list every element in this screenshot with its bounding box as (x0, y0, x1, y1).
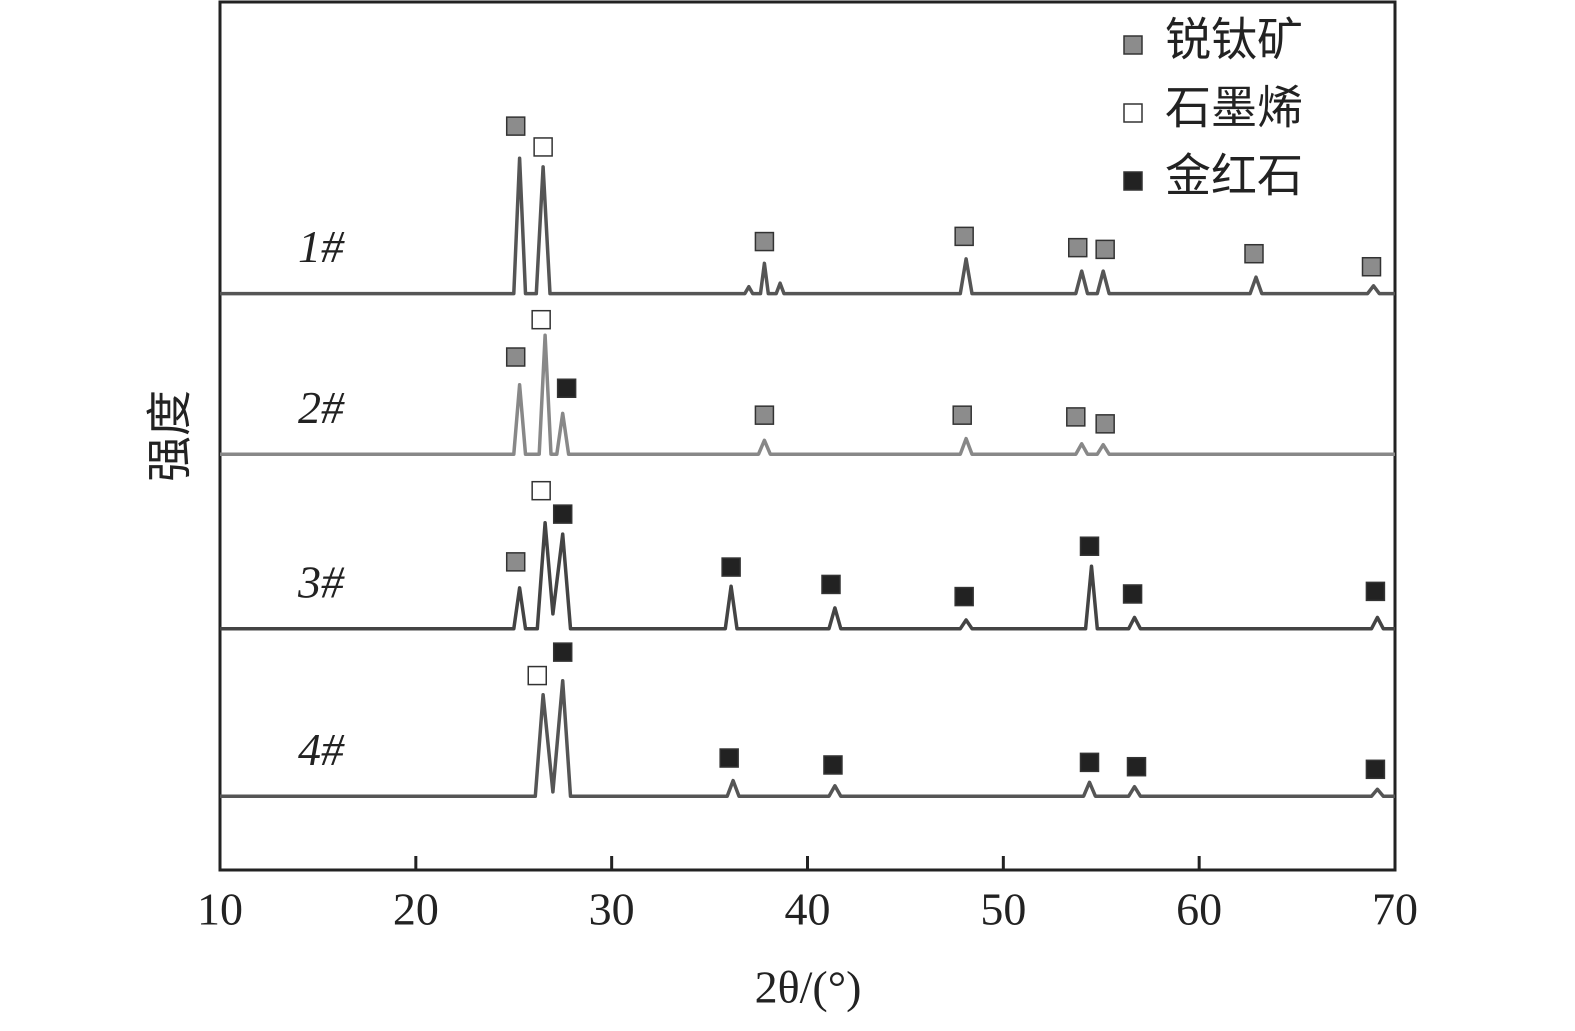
legend-marker (1123, 35, 1143, 55)
phase-marker (531, 480, 551, 501)
xrd-pattern (220, 521, 1395, 631)
phase-marker (1095, 239, 1115, 260)
phase-marker (954, 226, 974, 247)
phase-marker (1122, 584, 1143, 604)
phase-marker (533, 137, 553, 157)
xrd-pattern (220, 333, 1395, 456)
series-label: 2# (298, 382, 345, 433)
x-tick-label: 60 (1176, 884, 1222, 935)
phase-marker (505, 347, 526, 367)
x-tick-label: 30 (589, 884, 635, 935)
phase-marker (552, 642, 573, 662)
phase-marker (721, 557, 741, 577)
legend-marker (1123, 171, 1143, 191)
phase-marker (1066, 407, 1086, 427)
phase-marker (1244, 243, 1264, 264)
xrd-pattern (220, 156, 1395, 296)
x-tick-label: 50 (980, 884, 1026, 935)
phase-marker (556, 378, 577, 399)
phase-marker (527, 665, 547, 686)
phase-marker (505, 552, 526, 572)
legend-label: 石墨烯 (1165, 83, 1303, 134)
phase-marker (531, 309, 551, 330)
x-axis-label: 2θ/(°) (755, 962, 862, 1013)
x-tick-label: 40 (785, 884, 831, 935)
series-label: 1# (298, 221, 345, 272)
series-label: 4# (298, 724, 345, 775)
phase-marker (954, 586, 974, 607)
phase-marker (1079, 536, 1100, 556)
x-tick-label: 70 (1372, 884, 1418, 935)
phase-marker (952, 405, 972, 425)
phase-marker (754, 231, 775, 252)
phase-marker (552, 504, 573, 524)
phase-marker (1095, 414, 1115, 434)
phase-marker (1068, 237, 1088, 258)
phase-marker (1079, 752, 1100, 773)
phase-marker (719, 748, 739, 768)
phase-marker (1361, 256, 1382, 277)
x-tick-label: 20 (393, 884, 439, 935)
x-tick-label: 10 (197, 884, 243, 935)
phase-marker (505, 116, 526, 136)
phase-marker (1365, 759, 1386, 780)
phase-marker (754, 405, 775, 425)
legend-label: 锐钛矿 (1165, 15, 1303, 66)
legend-label: 金红石 (1165, 151, 1303, 202)
phase-marker (821, 574, 841, 595)
xrd-pattern (220, 679, 1395, 798)
y-axis-label: 强度 (145, 390, 196, 482)
series-label: 3# (297, 556, 345, 607)
phase-marker (823, 755, 843, 775)
phase-marker (1365, 581, 1386, 602)
legend-marker (1123, 103, 1143, 123)
phase-marker (1126, 756, 1147, 777)
